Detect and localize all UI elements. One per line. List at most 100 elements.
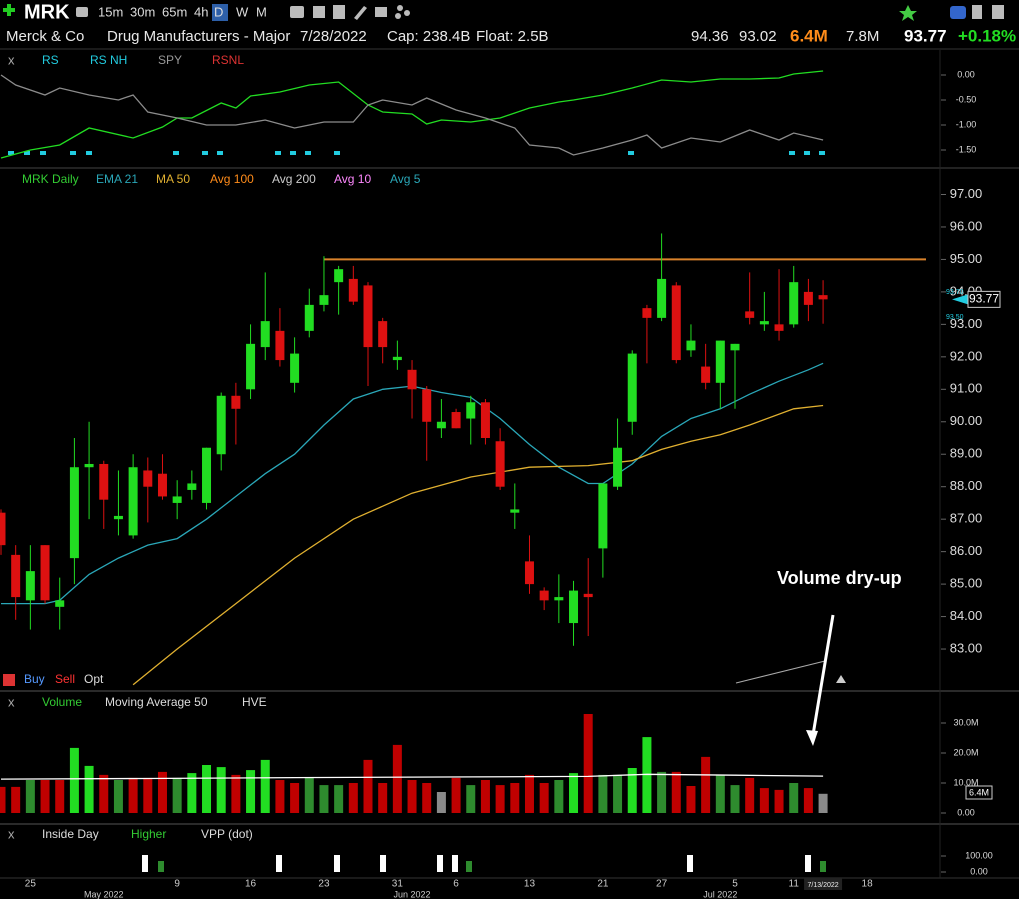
volume-bar [569,773,579,813]
y-tick-label: 86.00 [950,543,983,558]
volume-bar [275,780,285,813]
volume-bar [803,788,813,813]
volume-bar [25,780,35,813]
last-box [967,290,1001,308]
interval[interactable]: M [256,4,267,19]
interval-active [212,4,228,21]
price-flag: 93.70 [946,289,964,296]
x-tick-label: 25 [25,879,37,890]
panel-close[interactable]: x [8,826,15,841]
legend-item[interactable]: MA 50 [156,172,190,186]
cursor-tick-label: 7/13/2022 [808,882,839,889]
annotation-arrow [811,614,835,736]
volume-bar [216,767,226,813]
y-tick-label: 87.00 [950,511,983,526]
volume-bar [657,771,667,813]
high: 94.36 [691,28,729,45]
legend-item[interactable]: SPY [158,53,182,67]
volume-bar [480,780,490,813]
candle-body [187,483,197,490]
interval[interactable]: W [236,4,249,19]
interval[interactable]: 30m [130,4,155,19]
y-tick-label: 100.00 [965,850,993,860]
avg-volume: 7.8M [846,28,879,45]
interval[interactable]: 15m [98,4,123,19]
legend-item[interactable]: Inside Day [42,827,99,841]
volume-bar [818,793,828,813]
legend-item[interactable]: Avg 5 [390,172,421,186]
trade-button[interactable]: Opt [84,672,104,686]
legend-item[interactable]: EMA 21 [96,172,138,186]
candle-body [715,340,725,383]
volume-bar [407,780,417,813]
panel-close[interactable]: x [8,52,15,67]
legend-item[interactable]: RS [42,53,59,67]
legend-item[interactable]: VPP (dot) [201,827,253,841]
x-tick-label: 11 [789,879,800,890]
low: 93.02 [739,28,777,45]
volume-bar [745,777,755,813]
y-tick-label: 95.00 [950,251,983,266]
interval[interactable]: D [214,4,223,19]
candle-body [495,441,505,487]
candle-body [466,402,476,419]
candle-body [789,282,799,325]
trade-button[interactable]: Sell [55,672,75,686]
candle-body [613,447,623,487]
pattern-line [735,660,826,684]
volume-bar [422,783,432,813]
trade-button[interactable]: Buy [24,672,45,686]
volume-bar [172,777,182,813]
legend-item[interactable]: Avg 100 [210,172,254,186]
volume-bar [348,783,358,813]
legend-item[interactable]: RSNL [212,53,244,67]
candle-body [378,321,388,348]
legend-item[interactable]: Avg 10 [334,172,371,186]
volume-bar [290,783,300,813]
interval[interactable]: 65m [162,4,187,19]
volume-bar [701,756,711,813]
y-tick-label: 0.00 [957,69,975,79]
candle-body [730,343,740,351]
candle-body [113,515,123,520]
volume-bar [99,774,109,813]
candle-body [290,353,300,383]
candle-body [407,369,417,390]
candle-body [363,285,373,348]
legend-item[interactable]: Avg 200 [272,172,316,186]
panel-close[interactable]: x [8,694,15,709]
volume-bar [363,759,373,813]
candle-body [657,278,667,318]
candle-body [216,395,226,455]
annotation-arrowhead [806,730,818,746]
legend-item[interactable]: RS NH [90,53,127,67]
date: 7/28/2022 [300,28,367,45]
legend-item[interactable]: Volume [42,695,82,709]
volume-bar [0,786,6,813]
candle-body [128,467,138,536]
price-flag: 93.50 [946,314,964,321]
volume-bar [157,771,167,813]
series-line [0,70,824,159]
candle-body [319,295,329,305]
legend-item[interactable]: Higher [131,827,166,841]
volume-bar [671,771,681,813]
volume-bar [789,783,799,813]
volume-bar [231,774,241,813]
last-price: 93.77 [969,292,999,306]
x-month-label: Jun 2022 [394,889,431,899]
candle-body [642,308,652,318]
legend-item[interactable]: HVE [242,695,267,709]
volume-bar [715,774,725,813]
y-tick-label: -1.50 [956,144,977,154]
x-tick-label: 18 [862,879,874,890]
float: Float: 2.5B [476,28,549,45]
candle-body [436,421,446,429]
volume-bar [774,789,784,813]
legend-item[interactable]: MRK Daily [22,172,79,186]
legend-item[interactable]: Moving Average 50 [105,695,208,709]
interval[interactable]: 4h [194,4,208,19]
candle-body [451,412,461,429]
volume-bar [128,777,138,813]
